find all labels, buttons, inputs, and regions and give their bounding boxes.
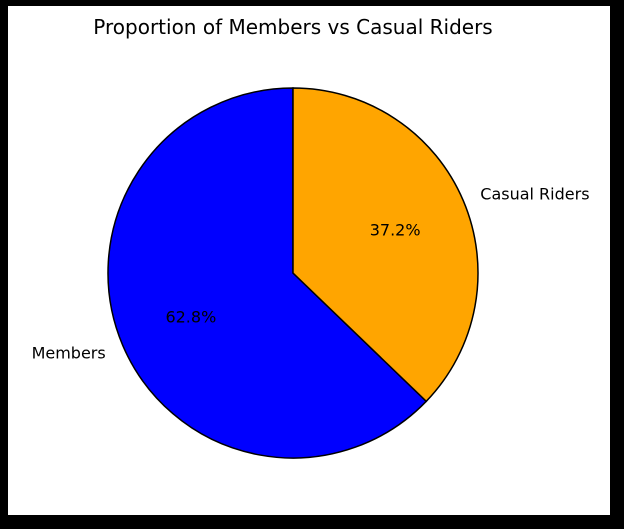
chart-title: Proportion of Members vs Casual Riders [93, 15, 492, 39]
slice-label: Casual Riders [480, 184, 589, 203]
slice-label: Members [32, 344, 106, 363]
pie-labels: Members 62.8% Casual Riders 37.2% [32, 184, 590, 362]
pie-slices [107, 87, 479, 459]
pie-slice-members [107, 87, 428, 459]
slice-percentage-label: 37.2% [370, 221, 421, 240]
slice-percentage-label: 62.8% [165, 307, 216, 326]
pie-slice-casual-riders [292, 87, 479, 403]
